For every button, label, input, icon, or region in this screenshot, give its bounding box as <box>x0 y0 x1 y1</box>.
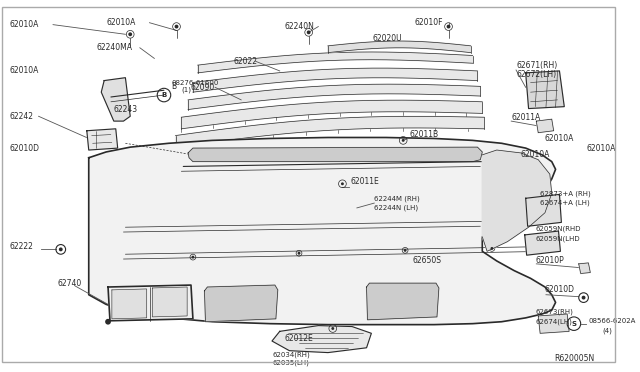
Text: 62240MA: 62240MA <box>97 43 132 52</box>
Circle shape <box>402 139 404 142</box>
Text: 62010P: 62010P <box>535 256 564 266</box>
Text: 62222: 62222 <box>10 242 33 251</box>
Text: 62740: 62740 <box>58 279 82 288</box>
Text: 62010A: 62010A <box>521 150 550 159</box>
Text: 62022: 62022 <box>234 57 257 66</box>
Polygon shape <box>272 326 371 353</box>
Text: 62012E: 62012E <box>285 334 314 343</box>
Text: 08566-6202A: 08566-6202A <box>588 318 636 324</box>
Text: 62011B: 62011B <box>410 130 439 139</box>
Polygon shape <box>188 147 483 161</box>
Polygon shape <box>328 41 470 52</box>
Circle shape <box>175 25 179 29</box>
Polygon shape <box>175 116 484 147</box>
Polygon shape <box>152 287 187 317</box>
Polygon shape <box>538 314 569 333</box>
Text: 62674(LH): 62674(LH) <box>535 318 572 325</box>
Polygon shape <box>525 231 561 255</box>
Text: 62240N: 62240N <box>285 22 314 31</box>
Text: 62010D: 62010D <box>10 144 40 153</box>
Polygon shape <box>536 119 554 133</box>
Text: 62010D: 62010D <box>545 285 575 294</box>
Text: 62034(RH): 62034(RH) <box>273 351 311 358</box>
Polygon shape <box>367 283 439 320</box>
Text: 62010A: 62010A <box>10 67 39 76</box>
Polygon shape <box>483 150 552 251</box>
Text: 62242: 62242 <box>10 112 34 121</box>
Text: 62090: 62090 <box>191 83 215 92</box>
Text: 62671(RH): 62671(RH) <box>516 61 557 70</box>
Polygon shape <box>112 289 147 319</box>
Text: 62010A: 62010A <box>10 20 39 29</box>
Text: 62035(LH): 62035(LH) <box>273 360 310 366</box>
Text: (4): (4) <box>603 327 612 334</box>
Polygon shape <box>525 71 564 109</box>
Text: 62020U: 62020U <box>372 33 402 43</box>
Circle shape <box>59 247 63 251</box>
Text: 62244M (RH): 62244M (RH) <box>374 195 420 202</box>
Text: 08276-61600: 08276-61600 <box>172 80 219 86</box>
Text: 62011E: 62011E <box>350 177 379 186</box>
Polygon shape <box>579 263 590 273</box>
Text: 62059N(LHD: 62059N(LHD <box>535 235 580 242</box>
Text: 62010A: 62010A <box>586 144 616 153</box>
Polygon shape <box>193 68 477 92</box>
Polygon shape <box>87 129 118 150</box>
Polygon shape <box>198 52 472 73</box>
Circle shape <box>105 319 111 325</box>
Text: 62011A: 62011A <box>511 113 540 122</box>
Polygon shape <box>525 195 561 226</box>
Text: 62873+A (RH): 62873+A (RH) <box>540 190 591 197</box>
Polygon shape <box>89 138 556 325</box>
Circle shape <box>128 32 132 36</box>
Polygon shape <box>108 285 193 321</box>
Text: 62010F: 62010F <box>415 18 444 27</box>
Circle shape <box>298 252 300 255</box>
Circle shape <box>447 25 451 29</box>
Text: R620005N: R620005N <box>555 354 595 363</box>
Polygon shape <box>181 100 483 129</box>
Circle shape <box>191 256 195 259</box>
Text: 62243: 62243 <box>114 105 138 114</box>
Text: 62244N (LH): 62244N (LH) <box>374 205 419 211</box>
Text: 62672(LH): 62672(LH) <box>516 70 556 79</box>
Text: 62650S: 62650S <box>413 256 442 266</box>
Circle shape <box>404 249 406 252</box>
Polygon shape <box>188 84 481 109</box>
Circle shape <box>332 327 334 330</box>
Circle shape <box>341 182 344 185</box>
Polygon shape <box>205 285 278 322</box>
Circle shape <box>307 31 310 34</box>
Circle shape <box>582 296 586 299</box>
Text: (1): (1) <box>181 87 191 93</box>
Text: 62010A: 62010A <box>545 134 574 143</box>
Circle shape <box>490 247 493 250</box>
Text: 62059N(RHD: 62059N(RHD <box>535 226 581 232</box>
Text: 62673(RH): 62673(RH) <box>535 309 573 315</box>
Text: 62674+A (LH): 62674+A (LH) <box>540 200 590 206</box>
Text: 62010A: 62010A <box>106 18 136 27</box>
Polygon shape <box>101 78 130 121</box>
Text: B: B <box>161 92 166 98</box>
Text: B: B <box>171 82 176 91</box>
Text: S: S <box>572 321 577 327</box>
